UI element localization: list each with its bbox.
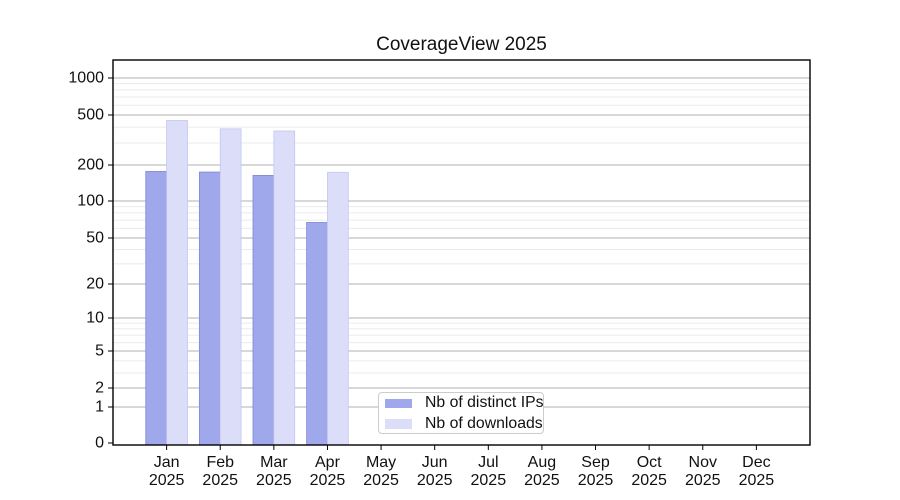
svg-text:Jan: Jan <box>154 454 180 471</box>
svg-text:2025: 2025 <box>417 472 453 489</box>
svg-text:May: May <box>366 454 396 471</box>
svg-text:Feb: Feb <box>206 454 234 471</box>
svg-text:20: 20 <box>86 276 104 293</box>
svg-text:2025: 2025 <box>739 472 775 489</box>
svg-text:100: 100 <box>77 193 104 210</box>
svg-text:10: 10 <box>86 310 104 327</box>
svg-text:2025: 2025 <box>310 472 346 489</box>
svg-text:2025: 2025 <box>524 472 560 489</box>
svg-text:Sep: Sep <box>581 454 610 471</box>
svg-text:2025: 2025 <box>631 472 667 489</box>
svg-text:Nov: Nov <box>689 454 717 471</box>
svg-text:200: 200 <box>77 157 104 174</box>
svg-text:5: 5 <box>95 343 104 360</box>
svg-text:2025: 2025 <box>256 472 292 489</box>
svg-text:2025: 2025 <box>578 472 614 489</box>
svg-text:2025: 2025 <box>471 472 507 489</box>
svg-text:Apr: Apr <box>315 454 341 471</box>
svg-text:500: 500 <box>77 107 104 124</box>
svg-text:Jun: Jun <box>422 454 448 471</box>
svg-text:2: 2 <box>95 380 104 397</box>
svg-text:Aug: Aug <box>528 454 556 471</box>
svg-text:1000: 1000 <box>68 70 104 87</box>
svg-text:50: 50 <box>86 230 104 247</box>
svg-text:Oct: Oct <box>637 454 662 471</box>
svg-text:2025: 2025 <box>202 472 238 489</box>
svg-text:2025: 2025 <box>363 472 399 489</box>
svg-text:Jul: Jul <box>478 454 498 471</box>
svg-text:0: 0 <box>95 435 104 452</box>
svg-text:2025: 2025 <box>685 472 721 489</box>
svg-text:Mar: Mar <box>260 454 288 471</box>
svg-text:1: 1 <box>95 399 104 416</box>
svg-text:2025: 2025 <box>149 472 185 489</box>
svg-text:Dec: Dec <box>742 454 770 471</box>
